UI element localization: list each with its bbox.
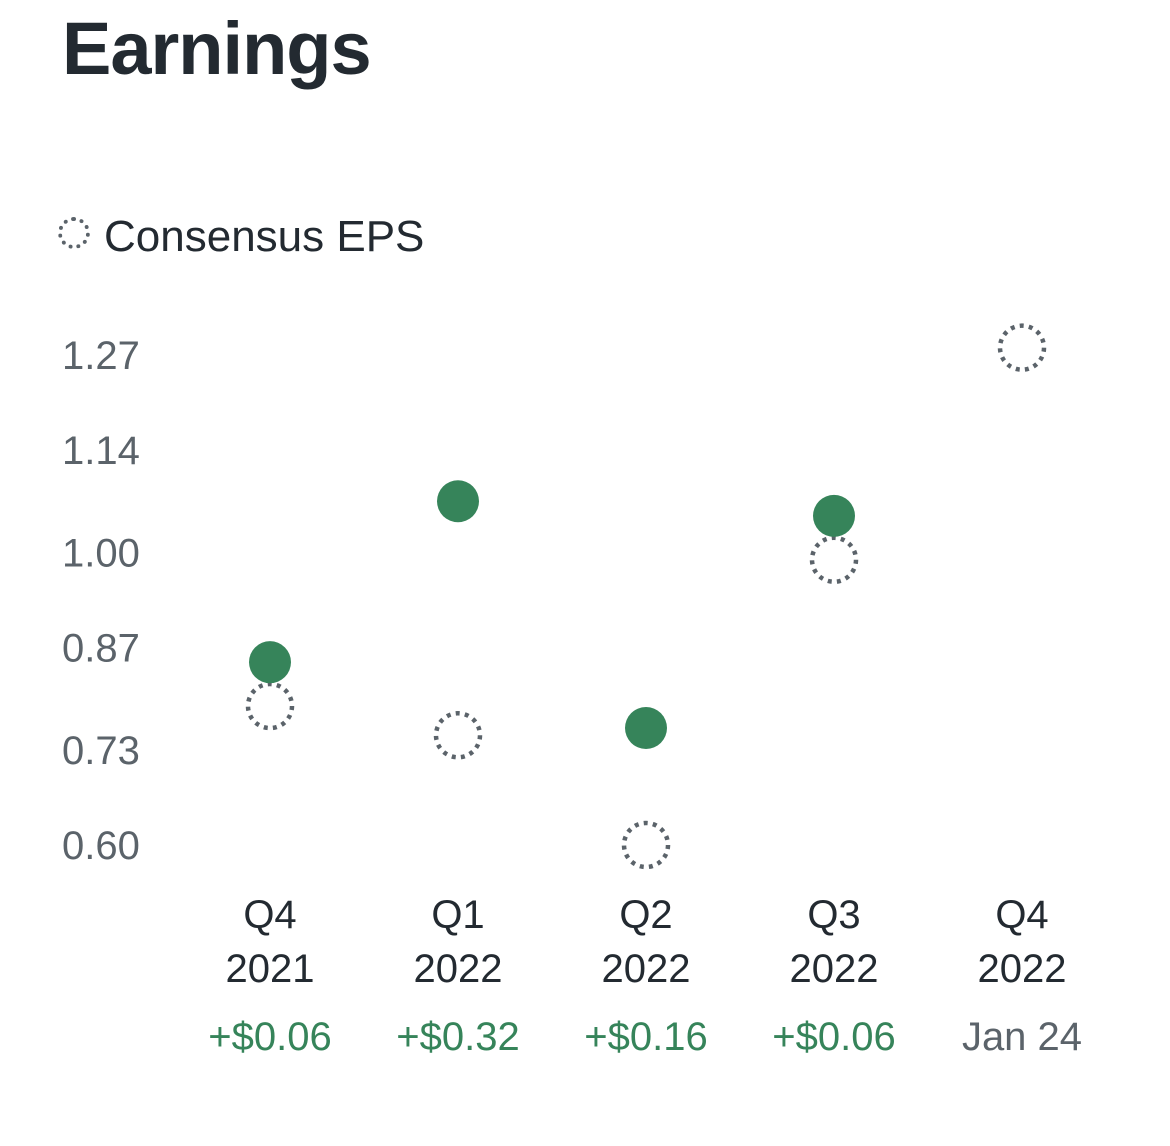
- x-tick-year: 2022: [414, 947, 503, 991]
- actual-eps-point[interactable]: [437, 480, 479, 523]
- consensus-eps-point[interactable]: [433, 711, 483, 760]
- x-tick-year: 2022: [602, 947, 691, 991]
- legend: Consensus EPS: [58, 200, 424, 252]
- y-tick-label: 1.14: [62, 429, 140, 473]
- x-tick-year: 2022: [790, 947, 879, 991]
- actual-eps-point[interactable]: [813, 494, 855, 537]
- consensus-eps-point[interactable]: [997, 323, 1047, 372]
- y-tick-label: 1.00: [62, 531, 140, 575]
- actual-eps-point[interactable]: [625, 706, 667, 749]
- page-title: Earnings: [62, 7, 372, 90]
- eps-surprise-label: +$0.06: [208, 1015, 331, 1059]
- x-tick-quarter: Q2: [619, 893, 672, 937]
- x-tick-quarter: Q3: [807, 893, 860, 937]
- x-tick-quarter: Q4: [995, 893, 1048, 937]
- eps-surprise-label: +$0.16: [584, 1015, 707, 1059]
- consensus-eps-point[interactable]: [245, 681, 295, 731]
- legend-label-consensus-eps: Consensus EPS: [104, 212, 425, 252]
- consensus-eps-point[interactable]: [809, 535, 859, 585]
- x-tick-year: 2022: [978, 947, 1067, 991]
- report-date-label: Jan 24: [962, 1015, 1082, 1059]
- eps-surprise-label: +$0.06: [772, 1015, 895, 1059]
- actual-eps-point[interactable]: [249, 641, 291, 684]
- x-tick-quarter: Q4: [243, 893, 296, 937]
- y-tick-label: 0.73: [62, 729, 140, 773]
- x-tick-year: 2021: [226, 947, 315, 991]
- dotted-circle-icon: [58, 217, 90, 249]
- y-tick-label: 0.87: [62, 627, 140, 671]
- eps-surprise-label: +$0.32: [396, 1015, 519, 1059]
- y-tick-label: 0.60: [62, 824, 140, 868]
- x-tick-quarter: Q1: [431, 893, 484, 937]
- y-tick-label: 1.27: [62, 334, 140, 378]
- consensus-eps-point[interactable]: [621, 820, 671, 870]
